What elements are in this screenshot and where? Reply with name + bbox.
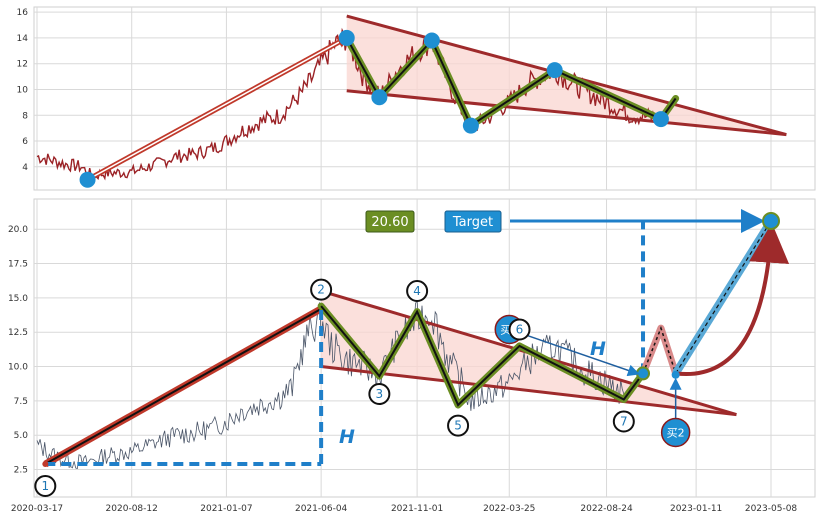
point-number-circle xyxy=(406,280,429,303)
x-tick-label: 2021-01-07 xyxy=(200,504,252,514)
curved-target-arrow xyxy=(675,222,790,377)
bottom-chart-layer: 买1买21234567 xyxy=(34,208,790,498)
bottom-y-tick-label: 5.0 xyxy=(14,431,29,441)
pivot-point-marker xyxy=(423,32,440,49)
pivot-point-marker xyxy=(462,117,479,134)
point-number-label: 1 xyxy=(41,479,49,493)
rise-arrow-inner xyxy=(44,307,322,465)
point-number-label: 7 xyxy=(620,414,628,428)
pivot-point-marker xyxy=(338,29,355,46)
h-label-right: H xyxy=(590,338,606,360)
point-number-circle xyxy=(612,410,635,433)
top-chart-layer xyxy=(36,14,787,188)
top-y-tick-label: 12 xyxy=(17,60,28,70)
x-tick-label: 2021-06-04 xyxy=(295,504,348,514)
target-badge: Target xyxy=(444,210,502,233)
target-value-label: 20.60 xyxy=(371,215,408,230)
x-tick-label: 2020-03-17 xyxy=(11,504,63,514)
top-y-tick-label: 14 xyxy=(17,34,29,44)
lower-trendline xyxy=(346,89,787,137)
point-number-circle xyxy=(368,383,391,406)
x-tick-label: 2023-01-11 xyxy=(670,504,722,514)
x-tick-label: 2022-03-25 xyxy=(483,504,535,514)
buy2-badge xyxy=(660,417,691,448)
bottom-y-tick-label: 10.0 xyxy=(8,363,28,373)
point-number-label: 3 xyxy=(376,387,384,401)
point-number-label: 2 xyxy=(317,283,325,297)
h-label-left: H xyxy=(339,426,355,448)
bottom-y-tick-label: 20.0 xyxy=(8,225,28,235)
buy2-label: 买2 xyxy=(667,426,685,439)
point-number-label: 6 xyxy=(516,322,524,336)
top-y-tick-label: 16 xyxy=(17,8,29,18)
lower-trendline xyxy=(320,365,737,417)
bottom-y-tick-label: 15.0 xyxy=(8,294,28,304)
x-tick-label: 2021-11-01 xyxy=(391,504,443,514)
bottom-y-tick-label: 17.5 xyxy=(8,260,28,270)
point-number-label: 4 xyxy=(413,284,421,298)
point-number-circle xyxy=(508,318,531,341)
buy2-point-marker xyxy=(671,370,680,379)
bottom-y-tick-label: 12.5 xyxy=(8,328,28,338)
target-label: Target xyxy=(452,215,493,230)
buy1-arrow xyxy=(521,332,640,377)
rise-arrow-inner xyxy=(87,36,350,181)
point-number-circle xyxy=(34,475,57,498)
pivot-point-marker xyxy=(652,111,669,128)
pullback-inner xyxy=(642,325,677,374)
x-tick-label: 2023-05-08 xyxy=(745,504,798,514)
target-value-badge: 20.60 xyxy=(365,210,415,233)
bottom-y-tick-label: 2.5 xyxy=(14,466,28,476)
point-number-circle xyxy=(447,414,470,437)
pivot-point-marker xyxy=(371,89,388,106)
top-y-tick-label: 10 xyxy=(17,85,29,95)
pivot-point-marker xyxy=(79,171,96,188)
top-y-tick-label: 8 xyxy=(22,111,28,121)
buy1-point-marker xyxy=(636,366,651,381)
bottom-y-tick-label: 7.5 xyxy=(14,397,28,407)
point-number-circle xyxy=(310,278,333,301)
x-tick-label: 2022-08-24 xyxy=(580,504,633,514)
target-point-marker xyxy=(762,211,780,230)
point-number-label: 5 xyxy=(454,419,462,433)
price-line xyxy=(36,299,625,470)
top-y-tick-label: 6 xyxy=(22,137,28,147)
top-grid: 4 6 8 10 12 14 16 xyxy=(17,7,815,190)
pattern-zigzag-inner xyxy=(320,305,644,407)
x-tick-label: 2020-08-12 xyxy=(106,504,158,514)
start-point-marker xyxy=(42,461,49,468)
pivot-point-marker xyxy=(546,62,563,79)
top-y-tick-label: 4 xyxy=(22,163,28,173)
